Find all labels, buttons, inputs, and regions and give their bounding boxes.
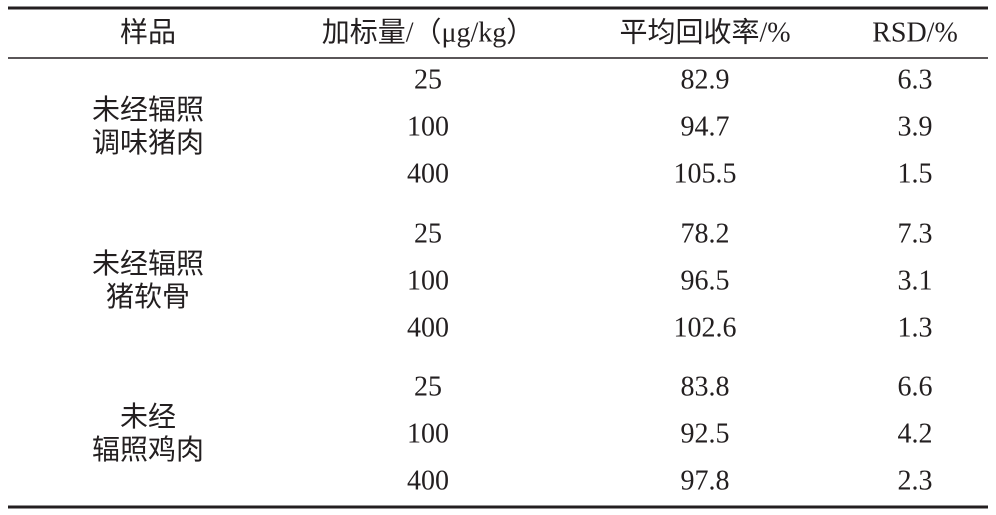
cell: 25 xyxy=(414,64,442,95)
cell: 82.9 xyxy=(681,64,730,95)
cell: 100 xyxy=(407,111,449,142)
cell: 78.2 xyxy=(681,218,730,249)
cell: 1.5 xyxy=(898,158,933,189)
cell: 4.2 xyxy=(898,418,933,449)
cell: 3.1 xyxy=(898,265,933,296)
cell: 102.6 xyxy=(674,312,737,343)
sample-label: 未经 xyxy=(120,401,176,433)
cell: 7.3 xyxy=(898,218,933,249)
cell: 25 xyxy=(414,371,442,402)
cell: 400 xyxy=(407,158,449,189)
header-cell: 平均回收率/% xyxy=(619,16,790,48)
cell: 100 xyxy=(407,265,449,296)
header-cell: RSD/% xyxy=(872,17,958,48)
cell: 2.3 xyxy=(898,465,933,496)
cell: 97.8 xyxy=(681,465,730,496)
sample-label: 调味猪肉 xyxy=(92,127,204,159)
cell: 6.3 xyxy=(898,64,933,95)
cell: 83.8 xyxy=(681,371,730,402)
sample-label: 辐照鸡肉 xyxy=(92,434,204,466)
sample-label: 猪软骨 xyxy=(106,281,190,313)
sample-label: 未经辐照 xyxy=(92,248,204,280)
cell: 100 xyxy=(407,418,449,449)
header-cell: 样品 xyxy=(120,16,176,48)
cell: 3.9 xyxy=(898,111,933,142)
sample-label: 未经辐照 xyxy=(92,94,204,126)
cell: 105.5 xyxy=(674,158,737,189)
cell: 92.5 xyxy=(681,418,730,449)
cell: 96.5 xyxy=(681,265,730,296)
header-cell: 加标量/（μg/kg） xyxy=(322,16,535,48)
cell: 94.7 xyxy=(681,111,730,142)
cell: 400 xyxy=(407,465,449,496)
cell: 25 xyxy=(414,218,442,249)
cell: 400 xyxy=(407,312,449,343)
cell: 6.6 xyxy=(898,371,933,402)
cell: 1.3 xyxy=(898,312,933,343)
